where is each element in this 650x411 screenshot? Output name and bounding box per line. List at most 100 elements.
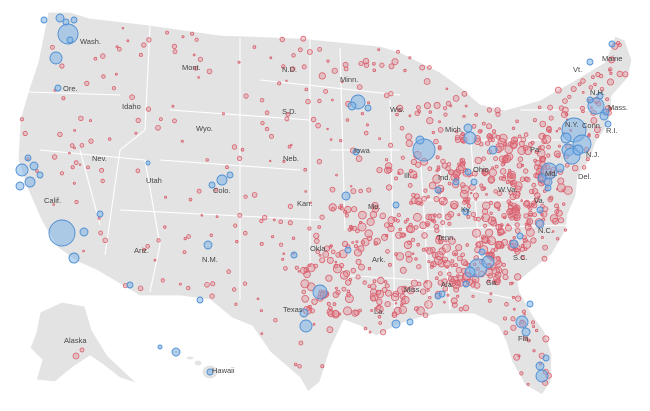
county-bubble-red	[400, 155, 405, 160]
county-bubble-red	[580, 78, 586, 84]
county-bubble-red	[357, 245, 365, 253]
county-bubble-red	[72, 352, 80, 360]
county-bubble-red	[370, 288, 378, 296]
county-bubble-red	[563, 228, 568, 232]
county-bubble-red	[415, 161, 422, 168]
county-bubble-red	[461, 90, 468, 97]
county-bubble-red	[459, 189, 469, 199]
county-bubble-red	[532, 324, 536, 328]
county-bubble-red	[556, 209, 563, 217]
county-bubble-red	[594, 133, 600, 139]
county-bubble-red	[362, 57, 370, 65]
county-bubble-red	[353, 309, 360, 316]
county-bubble-red	[501, 176, 507, 182]
state-label-texas: Texas	[283, 305, 303, 314]
county-bubble-red	[514, 181, 523, 190]
county-bubble-red	[462, 199, 468, 205]
county-bubble-red	[556, 206, 560, 210]
county-bubble-blue	[208, 181, 216, 189]
state-label-utah: Utah	[146, 176, 162, 185]
county-bubble-red	[328, 305, 333, 311]
county-bubble-red	[407, 225, 416, 234]
county-bubble-red	[391, 58, 399, 66]
county-bubble-red	[395, 112, 399, 117]
county-bubble-red	[338, 312, 342, 316]
state-label-okla: Okla.	[310, 244, 328, 253]
county-bubble-red	[293, 362, 298, 367]
county-bubble-red	[57, 131, 63, 138]
county-bubble-red	[548, 195, 554, 201]
county-bubble-blue	[463, 131, 477, 145]
county-bubble-red	[82, 249, 85, 253]
county-bubble-red	[186, 285, 191, 291]
county-bubble-red	[482, 186, 487, 191]
county-bubble-red	[332, 302, 337, 307]
county-bubble-red	[137, 285, 144, 292]
state-label-ohio: Ohio	[473, 165, 489, 174]
county-bubble-red	[410, 158, 417, 166]
county-bubble-red	[484, 140, 491, 146]
county-bubble-red	[277, 81, 282, 86]
county-bubble-red	[453, 252, 457, 256]
county-bubble-red	[557, 177, 565, 185]
county-bubble-red	[448, 278, 457, 287]
county-bubble-red	[367, 266, 372, 271]
county-bubble-red	[193, 66, 199, 71]
state-label-fla: Fla.	[518, 334, 531, 343]
county-bubble-red	[291, 53, 296, 58]
county-bubble-red	[19, 117, 24, 122]
county-bubble-red	[486, 279, 491, 283]
county-bubble-red	[117, 46, 122, 52]
county-bubble-red	[171, 104, 175, 108]
county-bubble-red	[539, 120, 547, 128]
state-label-nj: N.J.	[586, 150, 599, 159]
county-bubble-red	[514, 222, 520, 228]
county-bubble-red	[307, 226, 312, 231]
county-bubble-red	[446, 293, 450, 297]
county-bubble-blue	[509, 239, 519, 249]
county-bubble-red	[462, 304, 470, 312]
county-bubble-red	[284, 116, 290, 122]
county-bubble-red	[282, 159, 286, 163]
county-bubble-red	[72, 181, 76, 185]
county-bubble-red	[557, 144, 561, 148]
county-bubble-red	[326, 127, 329, 131]
county-bubble-red	[362, 280, 367, 285]
county-bubble-red	[375, 305, 384, 314]
state-label-minn: Minn.	[340, 75, 358, 84]
county-bubble-blue	[536, 206, 544, 214]
county-bubble-blue	[96, 210, 104, 218]
county-bubble-red	[313, 232, 320, 239]
county-bubble-red	[487, 298, 492, 303]
county-bubble-red	[526, 217, 534, 225]
county-bubble-red	[197, 76, 200, 79]
county-bubble-red	[448, 237, 456, 245]
county-bubble-blue	[560, 132, 572, 144]
county-bubble-red	[412, 173, 418, 179]
county-bubble-red	[523, 132, 529, 137]
county-bubble-blue	[206, 368, 214, 376]
county-bubble-blue	[392, 201, 400, 209]
county-bubble-red	[509, 215, 515, 221]
county-bubble-red	[346, 289, 351, 294]
county-bubble-red	[326, 326, 334, 334]
county-bubble-blue	[79, 227, 89, 237]
state-label-ark: Ark.	[372, 255, 385, 264]
county-bubble-blue	[70, 16, 78, 24]
county-bubble-red	[345, 279, 352, 286]
county-bubble-red	[396, 213, 401, 218]
county-bubble-red	[330, 249, 336, 255]
county-bubble-blue	[312, 284, 328, 300]
county-bubble-red	[210, 281, 216, 287]
county-bubble-red	[428, 181, 437, 190]
state-label-wash: Wash.	[80, 37, 101, 46]
county-bubble-red	[350, 206, 358, 213]
county-bubble-red	[142, 247, 146, 252]
county-bubble-red	[372, 279, 377, 284]
county-bubble-red	[460, 131, 465, 136]
county-bubble-red	[259, 218, 264, 224]
county-bubble-red	[395, 218, 400, 223]
county-bubble-red	[433, 101, 441, 109]
county-bubble-blue	[40, 16, 48, 24]
